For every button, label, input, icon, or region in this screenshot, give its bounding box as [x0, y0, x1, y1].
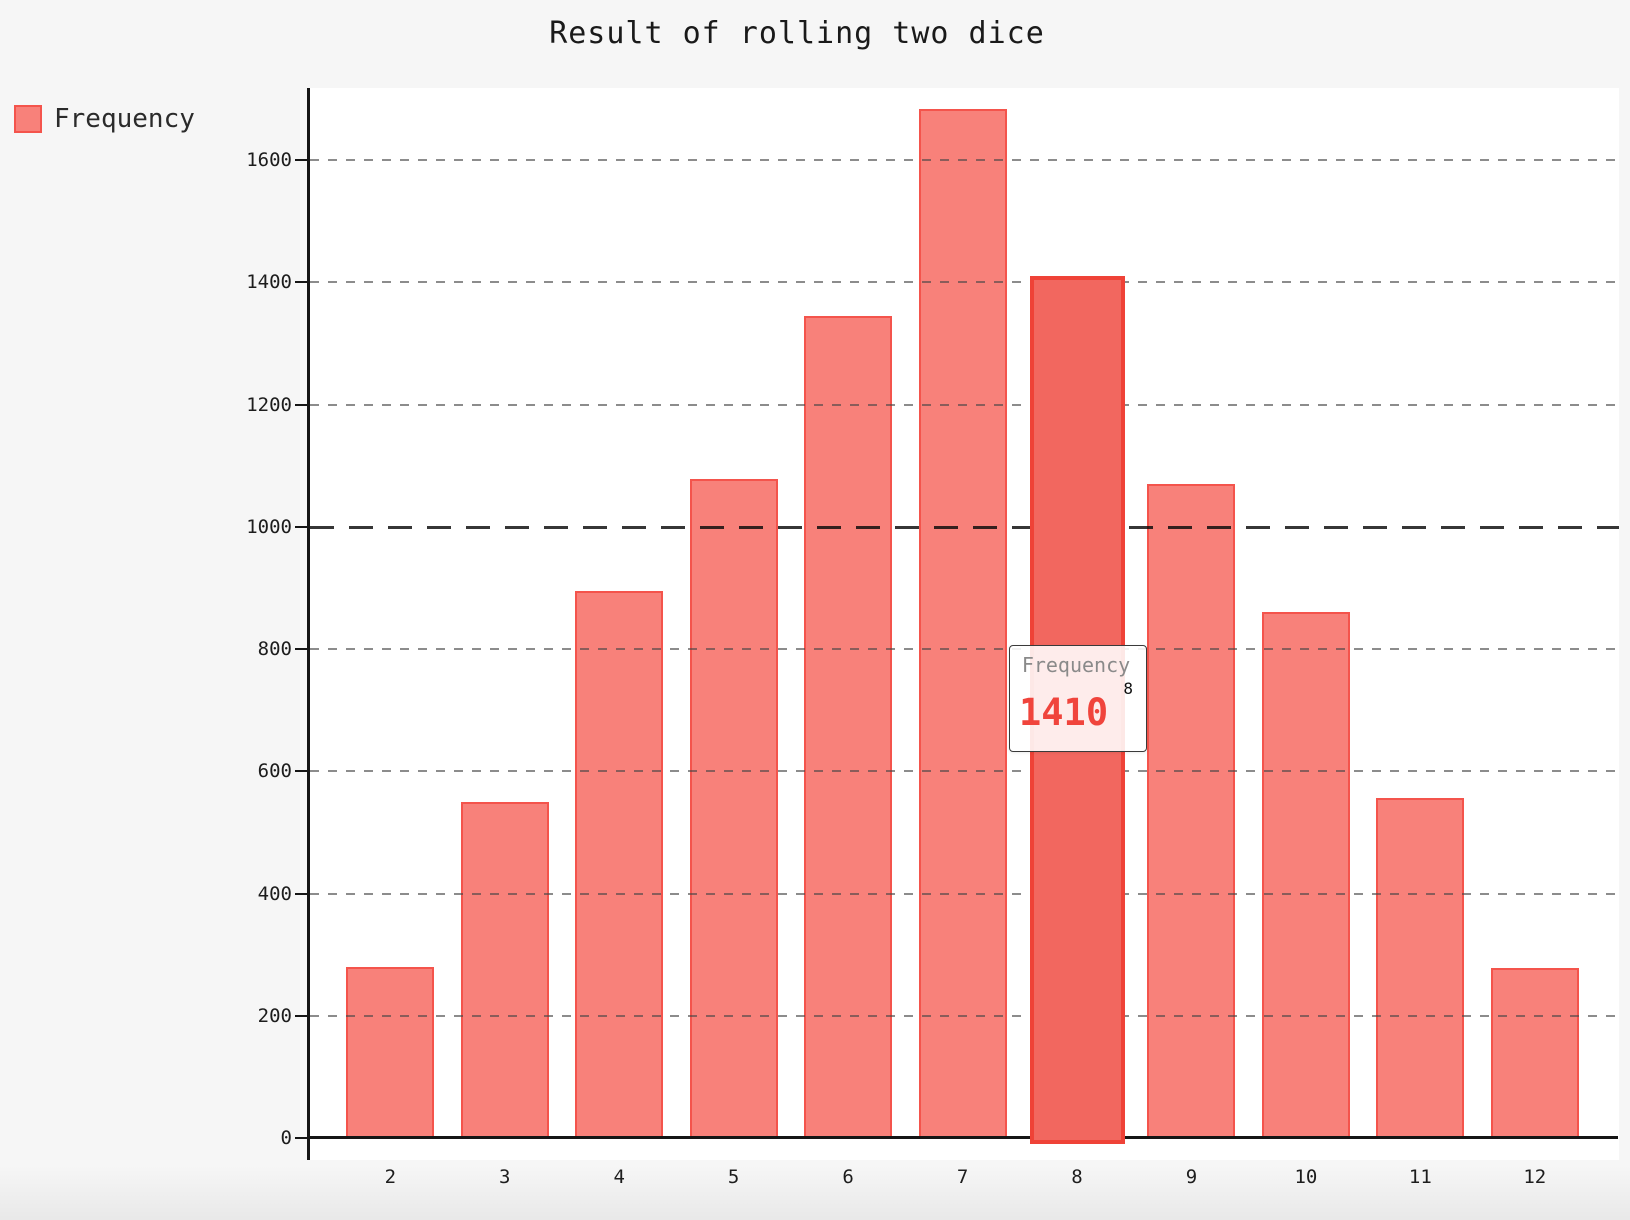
x-axis-label-8: 8 [1071, 1166, 1083, 1188]
gridline-1000 [310, 525, 1619, 529]
bar-12[interactable] [1490, 968, 1579, 1138]
x-axis-label-9: 9 [1185, 1166, 1198, 1188]
tooltip-value: 1410 [1019, 690, 1109, 734]
x-axis-label-12: 12 [1523, 1166, 1547, 1188]
bar-9[interactable] [1147, 483, 1236, 1138]
y-axis-label-400: 400 [257, 882, 292, 905]
x-axis-label-7: 7 [956, 1166, 969, 1188]
gridline-400 [310, 892, 1619, 895]
gridline-200 [310, 1014, 1619, 1017]
legend-label: Frequency [54, 104, 195, 134]
y-axis-label-1200: 1200 [246, 393, 292, 416]
y-tick-1600 [295, 159, 308, 161]
gridline-1200 [310, 403, 1619, 406]
bar-7[interactable] [918, 109, 1007, 1138]
bar-2[interactable] [346, 966, 435, 1138]
x-axis-label-2: 2 [384, 1166, 397, 1188]
bar-4[interactable] [575, 590, 664, 1138]
y-axis-label-1600: 1600 [246, 149, 292, 171]
y-tick-0 [295, 1137, 308, 1139]
y-axis-label-600: 600 [257, 760, 292, 783]
y-axis-label-1400: 1400 [246, 271, 292, 294]
y-axis-label-800: 800 [257, 638, 292, 660]
bar-6[interactable] [804, 315, 893, 1138]
gridline-1400 [310, 281, 1619, 284]
chart-title: Result of rolling two dice [549, 16, 1045, 51]
y-axis-label-1000: 1000 [246, 515, 292, 538]
y-axis-line [307, 88, 310, 1160]
x-axis-label-5: 5 [727, 1166, 740, 1188]
x-axis-line [307, 1136, 1618, 1139]
legend-swatch [14, 105, 42, 133]
x-axis-label-6: 6 [842, 1166, 854, 1188]
x-axis-label-11: 11 [1408, 1166, 1432, 1188]
y-axis-label-0: 0 [280, 1127, 292, 1149]
gridline-600 [310, 770, 1619, 773]
bar-3[interactable] [460, 801, 549, 1138]
y-tick-1000 [295, 525, 308, 528]
y-tick-600 [295, 770, 308, 773]
y-tick-800 [295, 648, 308, 650]
x-axis-label-3: 3 [499, 1166, 511, 1188]
bar-5[interactable] [689, 479, 778, 1138]
y-tick-400 [295, 892, 308, 895]
y-tick-200 [295, 1014, 308, 1017]
y-tick-1400 [295, 281, 308, 284]
bar-11[interactable] [1376, 798, 1465, 1138]
bar-10[interactable] [1261, 612, 1350, 1138]
y-tick-1200 [295, 403, 308, 406]
x-axis-label-4: 4 [613, 1166, 625, 1188]
y-axis-label-200: 200 [257, 1004, 292, 1027]
tooltip-series-label: Frequency [1021, 653, 1131, 677]
gridline-800 [310, 648, 1619, 650]
tooltip: Frequency 8 1410 [1009, 645, 1147, 752]
x-axis-label-10: 10 [1294, 1166, 1318, 1188]
legend-item-frequency[interactable]: Frequency [14, 104, 195, 134]
gridline-1600 [310, 159, 1619, 161]
tooltip-category: 8 [1123, 679, 1133, 698]
